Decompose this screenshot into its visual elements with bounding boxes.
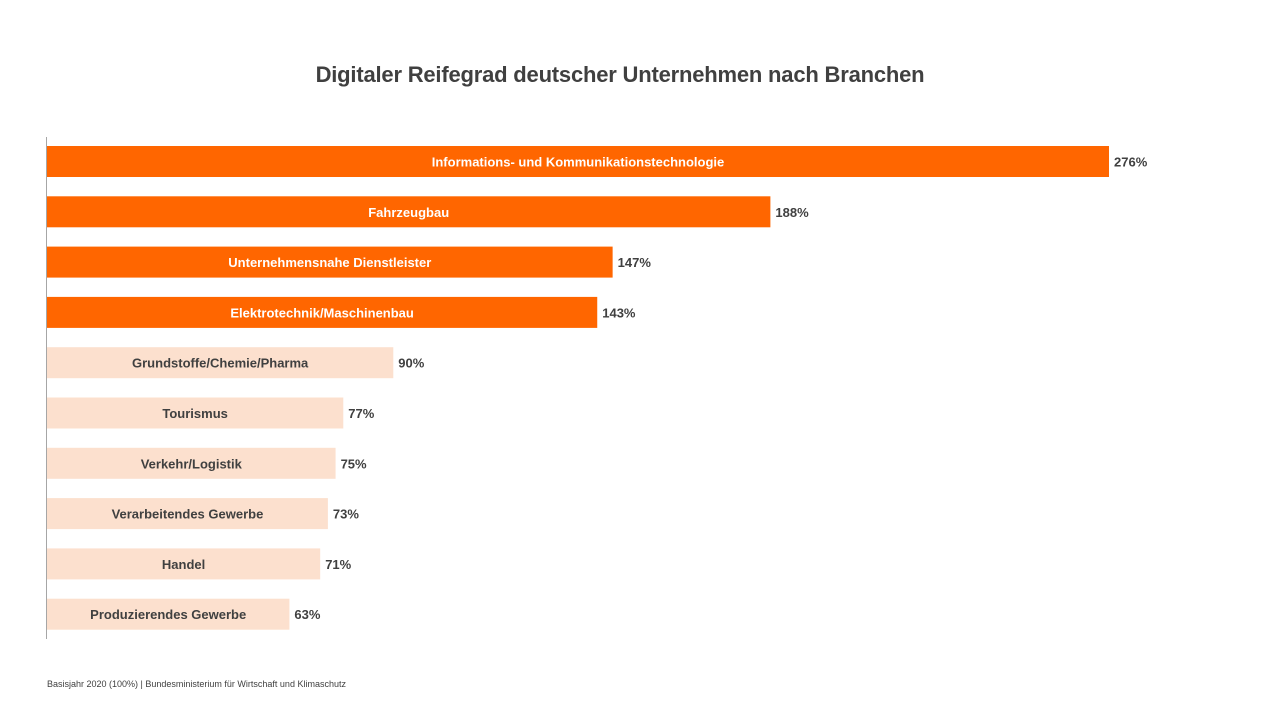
value-label: 147%	[618, 255, 652, 270]
bar	[47, 397, 344, 429]
source-footnote: Basisjahr 2020 (100%) | Bundesministeriu…	[47, 679, 346, 689]
bar	[47, 498, 328, 530]
category-label: Elektrotechnik/Maschinenbau	[230, 305, 414, 320]
category-label: Informations- und Kommunikationstechnolo…	[432, 155, 725, 170]
chart-title: Digitaler Reifegrad deutscher Unternehme…	[315, 62, 925, 87]
bar	[47, 196, 771, 228]
bar	[47, 296, 598, 328]
category-label: Produzierendes Gewerbe	[90, 607, 246, 622]
bar	[47, 548, 321, 580]
bar	[47, 246, 613, 278]
bar	[47, 447, 336, 479]
category-label: Unternehmensnahe Dienstleister	[228, 255, 431, 270]
value-label: 73%	[333, 507, 359, 522]
category-label: Handel	[162, 557, 205, 572]
category-label: Tourismus	[162, 406, 228, 421]
value-label: 71%	[325, 557, 351, 572]
value-label: 143%	[602, 305, 636, 320]
value-label: 90%	[398, 356, 424, 371]
bar	[47, 146, 1109, 177]
value-label: 75%	[341, 456, 367, 471]
category-label: Fahrzeugbau	[368, 205, 449, 220]
category-label: Verkehr/Logistik	[141, 456, 243, 471]
bars-group: Informations- und Kommunikationstechnolo…	[47, 146, 1148, 630]
value-label: 188%	[775, 205, 809, 220]
category-label: Grundstoffe/Chemie/Pharma	[132, 356, 309, 371]
value-label: 63%	[294, 607, 320, 622]
bar	[47, 347, 394, 379]
category-label: Verarbeitendes Gewerbe	[112, 507, 264, 522]
value-label: 276%	[1114, 155, 1148, 170]
value-label: 77%	[348, 406, 374, 421]
bar	[47, 598, 290, 630]
